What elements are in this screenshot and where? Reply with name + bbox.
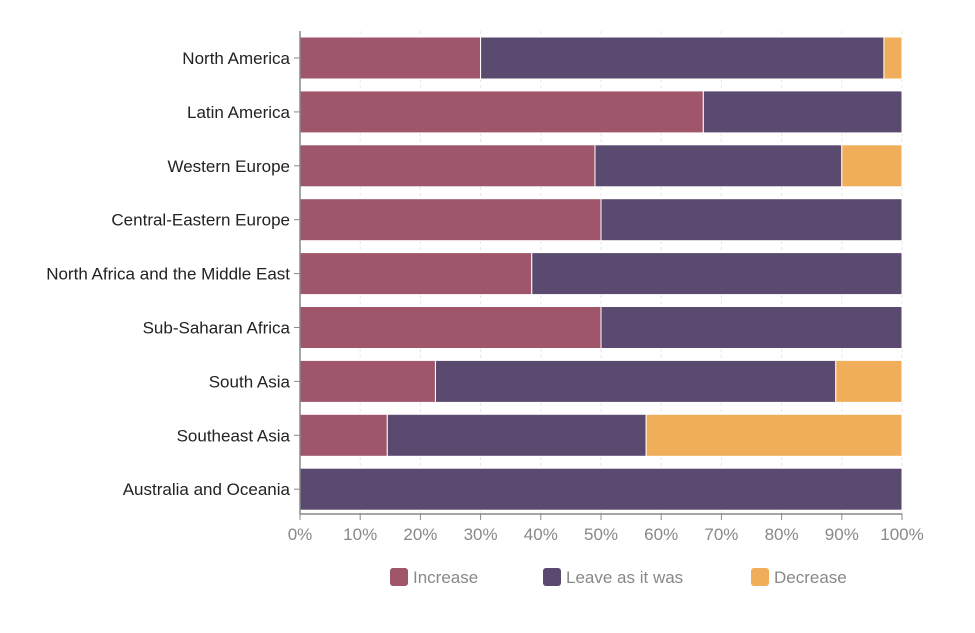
x-tick-label: 10% (343, 525, 377, 544)
legend-swatch-leave-as-it-was (543, 568, 561, 586)
x-tick-label: 90% (825, 525, 859, 544)
x-tick-label: 40% (524, 525, 558, 544)
x-tick-labels: 0% 10% 20% 30% 40% 50% 60% 70% 80% 90% 100% (288, 525, 924, 544)
bar-leave-as-it-was-north-africa-and-the-middle-east (531, 252, 903, 296)
bar-increase-western-europe (299, 144, 596, 188)
x-tick-label: 0% (288, 525, 313, 544)
bar-increase-central-eastern-europe (299, 198, 602, 242)
x-tick-label: 100% (880, 525, 923, 544)
bar-increase-southeast-asia (299, 413, 388, 457)
x-tick-label: 20% (403, 525, 437, 544)
category-label: Central-Eastern Europe (111, 211, 290, 230)
bar-increase-north-africa-and-the-middle-east (299, 252, 533, 296)
bar-increase-sub-saharan-africa (299, 306, 602, 349)
legend-label-decrease: Decrease (774, 568, 847, 587)
bars (299, 36, 903, 511)
bar-leave-as-it-was-central-eastern-europe (600, 198, 903, 242)
bar-decrease-north-america (883, 36, 903, 80)
bar-increase-south-asia (299, 359, 436, 403)
category-labels: North America Latin America Western Europe… (46, 49, 290, 499)
category-label: Australia and Oceania (123, 480, 291, 499)
bar-decrease-western-europe (841, 144, 903, 188)
legend-swatch-increase (390, 568, 408, 586)
category-label: North America (182, 49, 290, 68)
legend-label-increase: Increase (413, 568, 478, 587)
bar-leave-as-it-was-sub-saharan-africa (600, 306, 903, 349)
bar-leave-as-it-was-south-asia (434, 359, 837, 403)
bar-leave-as-it-was-southeast-asia (386, 413, 647, 457)
bar-decrease-south-asia (835, 359, 903, 403)
x-tick-label: 50% (584, 525, 618, 544)
x-tick-label: 60% (644, 525, 678, 544)
bar-leave-as-it-was-latin-america (702, 90, 903, 134)
axes (294, 31, 903, 520)
x-tick-label: 70% (704, 525, 738, 544)
category-label: Western Europe (167, 157, 290, 176)
category-label: North Africa and the Middle East (46, 265, 290, 284)
bar-leave-as-it-was-north-america (480, 36, 885, 80)
legend-swatch-decrease (751, 568, 769, 586)
legend-label-leave-as-it-was: Leave as it was (566, 568, 683, 587)
legend: Increase Leave as it was Decrease (390, 568, 847, 587)
category-label: Southeast Asia (177, 426, 291, 445)
bar-leave-as-it-was-australia-and-oceania (299, 467, 903, 511)
bar-increase-north-america (299, 36, 482, 80)
bar-increase-latin-america (299, 90, 704, 134)
bar-decrease-southeast-asia (645, 413, 903, 457)
x-tick-label: 30% (464, 525, 498, 544)
category-label: Sub-Saharan Africa (143, 319, 291, 338)
category-label: South Asia (209, 372, 291, 391)
bar-leave-as-it-was-western-europe (594, 144, 843, 188)
x-tick-label: 80% (765, 525, 799, 544)
category-label: Latin America (187, 103, 291, 122)
